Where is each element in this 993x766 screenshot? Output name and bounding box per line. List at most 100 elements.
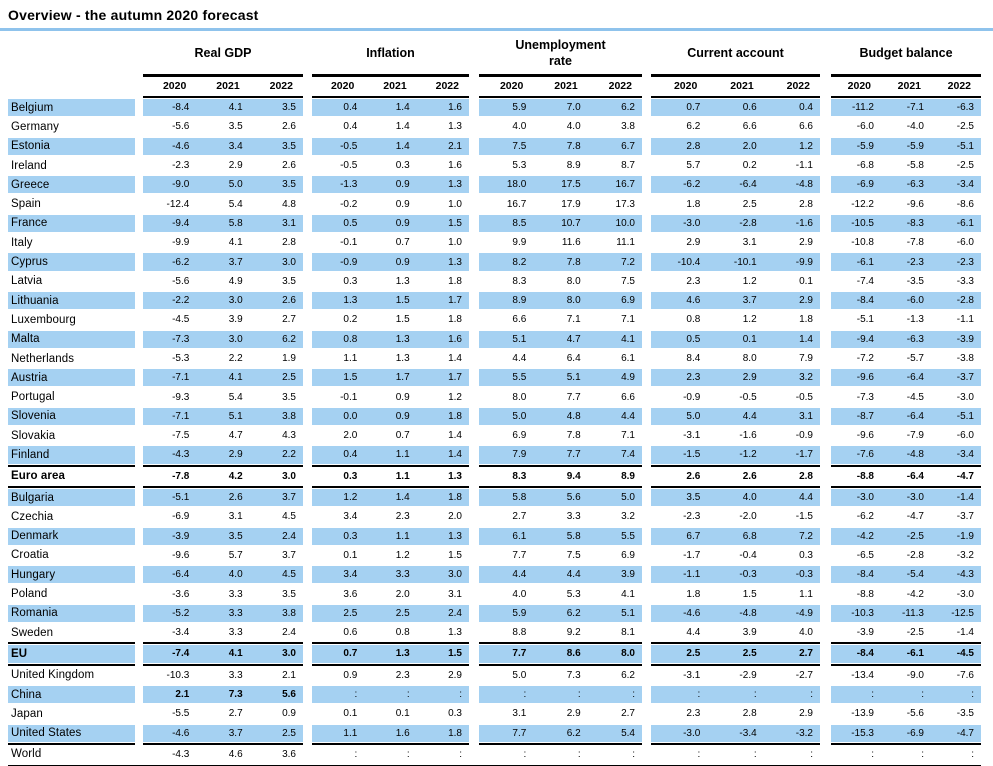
country-cell: Ireland xyxy=(8,157,135,174)
value-cell: -10.4 xyxy=(677,256,701,268)
value-cell: 3.1 xyxy=(512,708,527,720)
column-gap xyxy=(135,310,143,329)
value-group: 3.4 2.3 2.0 xyxy=(312,508,469,525)
column-gap xyxy=(820,310,831,329)
group-header: Budget balance xyxy=(831,33,981,74)
value-cell: 6.8 xyxy=(742,530,757,542)
value-group: -0.2 0.9 1.0 xyxy=(312,196,469,213)
value-cell: -6.1 xyxy=(956,217,974,229)
value-cell: 2.3 xyxy=(395,511,410,523)
country-label: Denmark xyxy=(11,530,59,543)
group-header: Real GDP xyxy=(143,33,303,74)
column-gap xyxy=(135,507,143,526)
value-group: -2.3 2.9 2.6 xyxy=(143,157,303,174)
value-group: 0.6 0.8 1.3 xyxy=(312,624,469,641)
value-cell: 17.5 xyxy=(561,179,581,191)
value-group: 2.1 7.3 5.6 xyxy=(143,686,303,704)
value-cell: 1.3 xyxy=(395,333,410,345)
column-gap xyxy=(469,77,479,96)
value-cell: 7.8 xyxy=(566,140,581,152)
value-group: 8.5 10.7 10.0 xyxy=(479,214,642,232)
value-group: -3.6 3.3 3.5 xyxy=(143,586,303,603)
value-cell: -5.5 xyxy=(172,708,190,720)
value-cell: -0.9 xyxy=(340,256,358,268)
value-cell: 6.1 xyxy=(621,353,635,364)
year-header-group: 2020 2021 2022 xyxy=(831,77,981,96)
column-gap xyxy=(469,291,479,310)
country-cell: Euro area xyxy=(8,468,135,485)
value-cell: 0.8 xyxy=(686,314,701,326)
value-cell: 1.2 xyxy=(799,140,813,152)
value-group: 1.8 2.5 2.8 xyxy=(651,196,820,213)
country-cell: Austria xyxy=(8,369,135,387)
value-group: 5.8 5.6 5.0 xyxy=(479,489,642,507)
value-cell: 3.6 xyxy=(282,748,296,760)
country-cell: Estonia xyxy=(8,137,135,155)
value-cell: -12.4 xyxy=(166,198,190,210)
column-gap xyxy=(469,724,479,743)
column-gap xyxy=(469,175,479,194)
value-cell: -3.7 xyxy=(956,372,974,384)
value-cell: -3.0 xyxy=(683,217,701,229)
value-group: -1.5 -1.2 -1.7 xyxy=(651,446,820,464)
value-group: 6.7 6.8 7.2 xyxy=(651,527,820,545)
value-cell: 1.2 xyxy=(742,314,757,326)
value-group: -7.5 4.7 4.3 xyxy=(143,427,303,444)
value-cell: 2.3 xyxy=(686,372,701,384)
value-cell: 3.3 xyxy=(228,627,243,639)
country-cell: Slovakia xyxy=(8,427,135,444)
value-cell: 7.7 xyxy=(512,648,527,660)
column-gap xyxy=(820,368,831,387)
country-label: Portugal xyxy=(11,391,55,404)
value-cell: 3.4 xyxy=(343,569,358,581)
value-cell: -8.6 xyxy=(956,198,974,210)
value-cell: 1.3 xyxy=(395,353,410,364)
table-row: Euro area -7.8 4.2 3.0 0.3 1.1 1.3 8.3 9.4 8.9 2.6… xyxy=(8,467,981,486)
value-group: -9.6 5.7 3.7 xyxy=(143,547,303,564)
value-cell: 1.7 xyxy=(448,295,462,307)
column-gap xyxy=(642,252,651,271)
value-cell: -3.2 xyxy=(795,727,813,739)
value-group: 0.2 1.5 1.8 xyxy=(312,311,469,328)
value-cell: 7.3 xyxy=(566,669,581,681)
country-label: Hungary xyxy=(11,568,56,581)
value-cell: 3.3 xyxy=(566,511,581,523)
column-gap xyxy=(135,467,143,486)
value-cell: 1.1 xyxy=(395,449,410,461)
value-cell: 2.6 xyxy=(282,160,296,172)
divider-segment xyxy=(831,485,981,488)
column-gap xyxy=(642,507,651,526)
value-cell: 3.1 xyxy=(448,588,462,600)
table-header: Real GDP Inflation Unemployment rate Curren… xyxy=(8,33,981,98)
value-cell: 1.1 xyxy=(395,470,410,482)
column-gap xyxy=(135,488,143,507)
column-gap xyxy=(820,194,831,213)
divider-rule-header-bottom xyxy=(8,96,981,98)
value-cell: 2.0 xyxy=(395,588,410,600)
value-cell: -6.9 xyxy=(906,727,924,739)
value-cell: -4.6 xyxy=(683,607,701,619)
value-cell: 0.9 xyxy=(395,391,410,403)
value-group: ::: xyxy=(479,746,642,763)
value-cell: 5.1 xyxy=(621,607,635,619)
value-cell: 0.6 xyxy=(343,627,358,639)
value-group: -3.4 3.3 2.4 xyxy=(143,624,303,641)
value-group: -4.2 -2.5 -1.9 xyxy=(831,527,981,545)
value-cell: 7.7 xyxy=(512,727,527,739)
value-cell: -4.3 xyxy=(172,748,190,760)
column-gap xyxy=(135,724,143,743)
value-group: 16.7 17.9 17.3 xyxy=(479,196,642,213)
year-header: 2022 xyxy=(608,80,632,92)
value-cell: 6.4 xyxy=(566,353,581,364)
value-cell: 5.0 xyxy=(621,492,635,504)
country-cell: Cyprus xyxy=(8,253,135,271)
value-cell: 1.3 xyxy=(395,648,410,660)
value-group: 6.9 7.8 7.1 xyxy=(479,427,642,444)
column-gap xyxy=(135,330,143,349)
divider-segment xyxy=(312,464,469,467)
value-group: 7.7 8.6 8.0 xyxy=(479,645,642,663)
value-cell: 4.6 xyxy=(686,295,701,307)
value-cell: : xyxy=(921,748,924,760)
value-group: -8.8 -6.4 -4.7 xyxy=(831,468,981,485)
